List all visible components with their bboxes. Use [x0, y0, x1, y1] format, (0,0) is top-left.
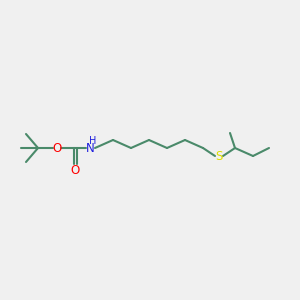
Text: O: O: [52, 142, 62, 154]
Text: H: H: [89, 136, 97, 146]
Text: N: N: [85, 142, 94, 154]
Text: S: S: [215, 149, 223, 163]
Text: O: O: [70, 164, 80, 176]
